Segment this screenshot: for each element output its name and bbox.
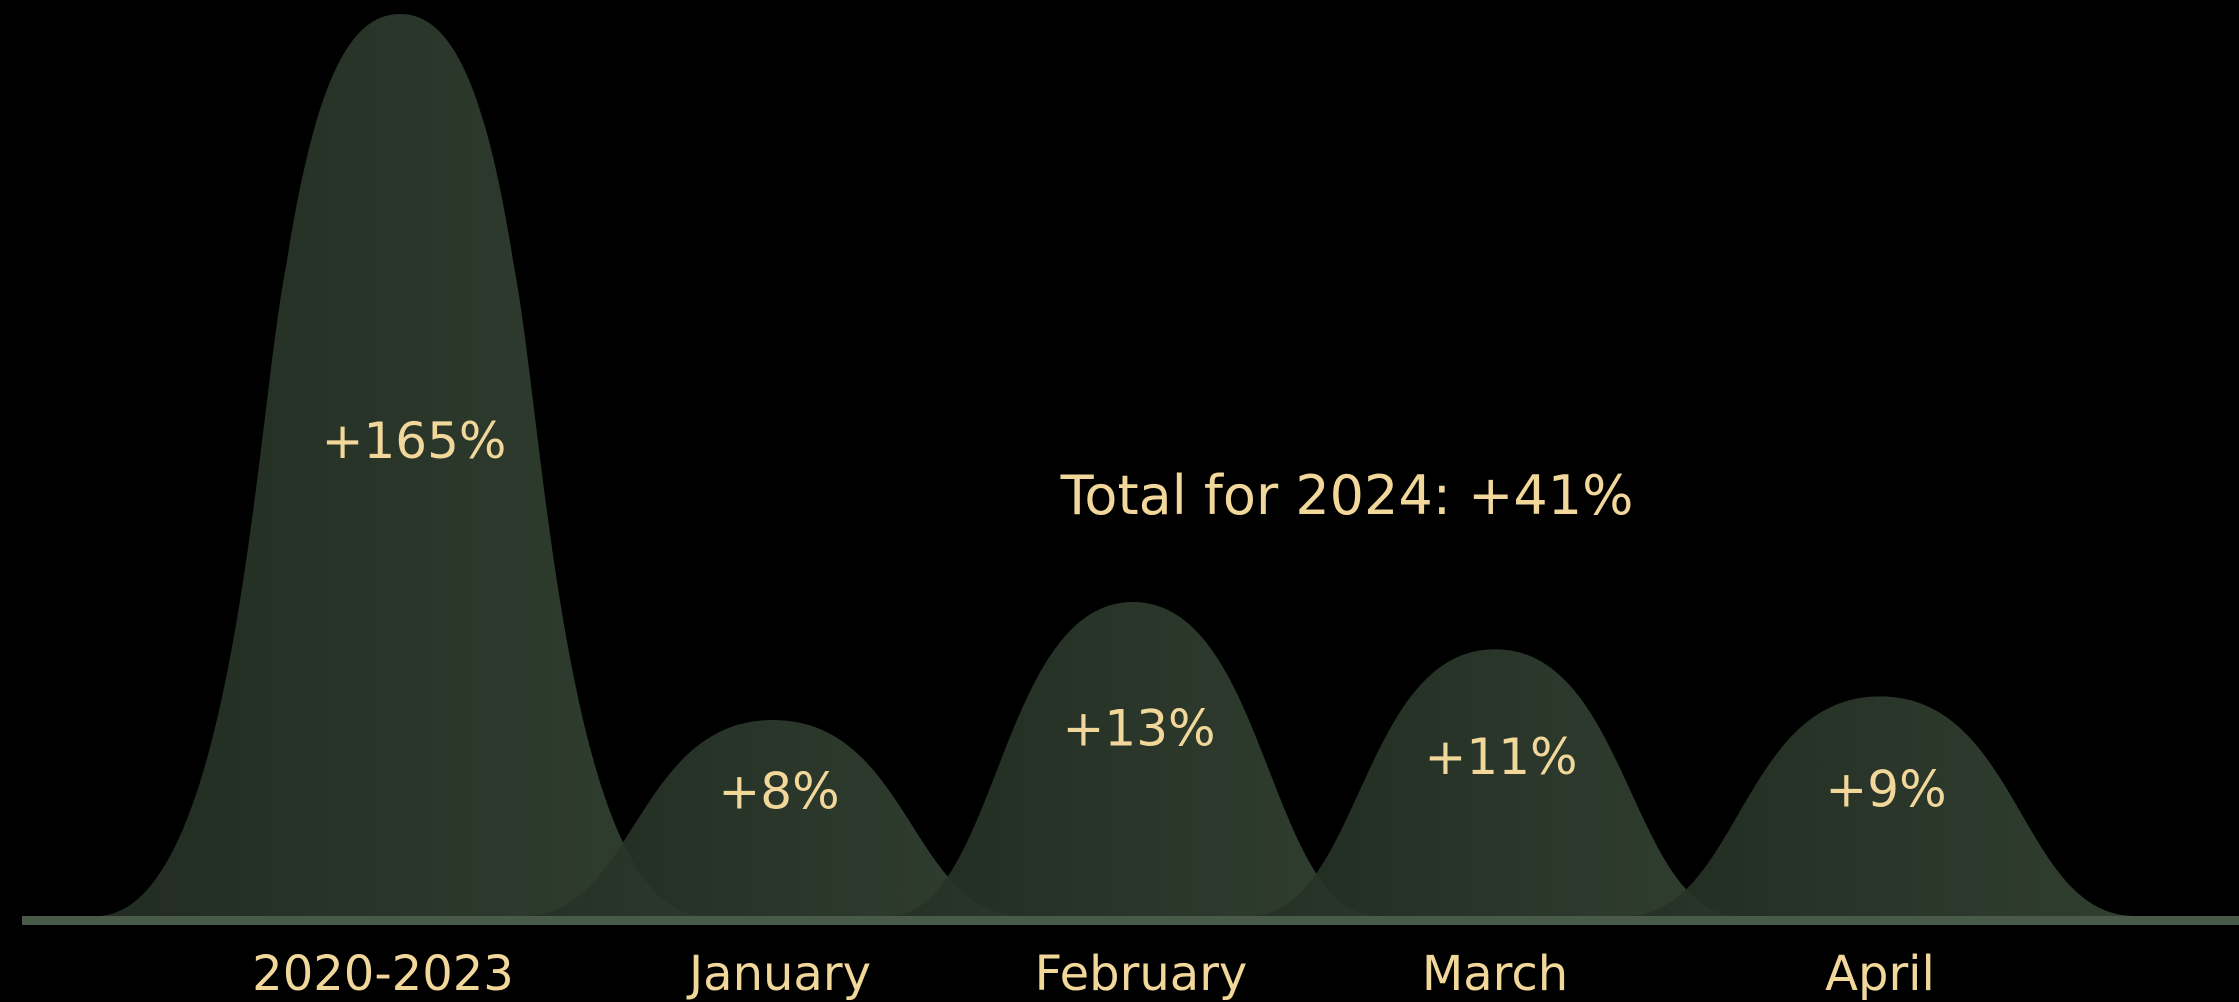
value-label: +9% bbox=[1825, 761, 1946, 819]
hump-february bbox=[888, 602, 1378, 916]
chart-baseline bbox=[22, 916, 2239, 925]
chart-title: Total for 2024: +41% bbox=[1060, 464, 1634, 527]
category-label: February bbox=[1035, 946, 1248, 1002]
category-labels-layer: 2020-2023 January February March April bbox=[252, 946, 1935, 1002]
hump-march bbox=[1250, 649, 1740, 916]
value-label: +165% bbox=[322, 412, 507, 470]
humps-layer bbox=[100, 14, 2135, 916]
value-label: +13% bbox=[1062, 700, 1215, 758]
value-label: +11% bbox=[1424, 728, 1577, 786]
hump-2020-2023 bbox=[100, 14, 700, 916]
value-label: +8% bbox=[718, 763, 839, 821]
hump-january bbox=[523, 720, 1023, 916]
category-label: 2020-2023 bbox=[252, 946, 514, 1002]
category-label: March bbox=[1422, 946, 1568, 1002]
category-label: April bbox=[1825, 946, 1935, 1002]
category-label: January bbox=[686, 946, 871, 1002]
hump-april bbox=[1625, 696, 2135, 916]
value-labels-layer: +165% +8% +13% +11% +9% bbox=[322, 412, 1947, 821]
